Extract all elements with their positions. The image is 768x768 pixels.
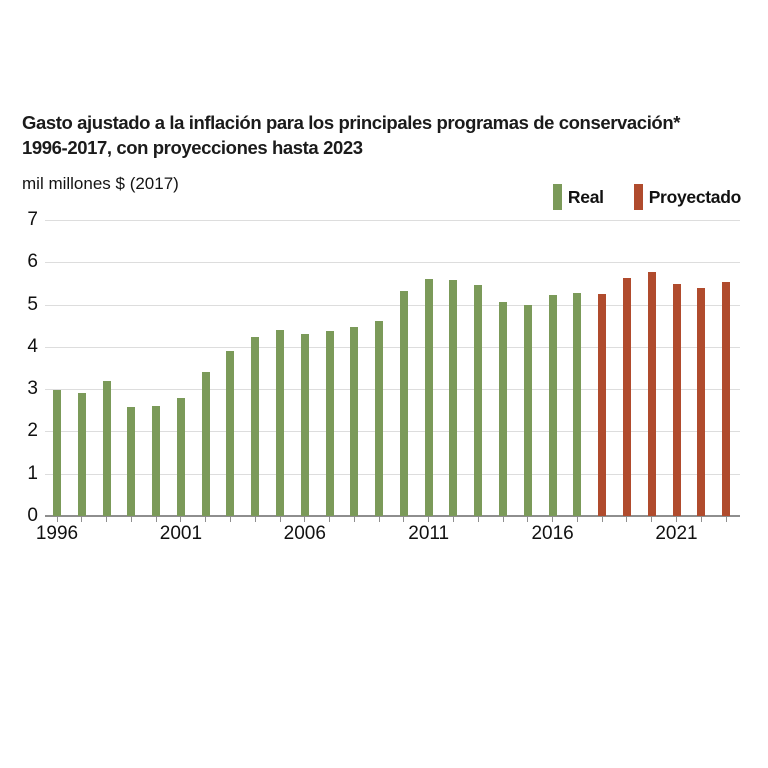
x-axis-tick xyxy=(378,516,380,522)
x-axis-line xyxy=(45,515,740,517)
x-axis-tick xyxy=(229,516,231,522)
bar-2000 xyxy=(152,406,161,516)
legend-item-proyectado: Proyectado xyxy=(633,184,742,210)
x-axis-tick xyxy=(81,516,83,522)
x-axis-tick xyxy=(477,516,479,522)
x-tick-label: 2006 xyxy=(283,523,326,544)
bar-2007 xyxy=(325,331,334,516)
x-axis-tick xyxy=(576,516,578,522)
x-tick-label: 2021 xyxy=(655,523,698,544)
bar-2003 xyxy=(226,351,235,516)
x-tick-label: 2011 xyxy=(408,523,450,544)
bar-1996 xyxy=(53,390,61,516)
x-axis-tick xyxy=(254,516,256,522)
bar-2018 xyxy=(598,294,607,516)
x-axis-tick xyxy=(552,516,554,522)
x-axis-tick xyxy=(626,516,628,522)
legend: Real Proyectado xyxy=(552,184,742,210)
bar-2017 xyxy=(573,293,582,516)
y-tick-label: 0 xyxy=(27,505,38,526)
x-axis-tick xyxy=(155,516,157,522)
x-axis-tick xyxy=(403,516,405,522)
x-axis-tick xyxy=(651,516,653,522)
y-tick-label: 4 xyxy=(27,335,38,357)
gridline xyxy=(45,262,740,264)
bar-2005 xyxy=(276,329,285,516)
gridline xyxy=(45,473,740,475)
bar-2004 xyxy=(251,337,260,516)
x-axis-tick xyxy=(279,516,281,522)
bar-2015 xyxy=(523,304,532,516)
bar-2016 xyxy=(548,294,557,516)
x-axis-tick xyxy=(725,516,727,522)
y-tick-label: 5 xyxy=(27,293,38,315)
legend-label-real: Real xyxy=(567,186,604,207)
y-tick-label: 7 xyxy=(27,209,38,230)
legend-item-real: Real xyxy=(552,184,604,210)
gridline xyxy=(45,346,740,348)
y-tick-label: 6 xyxy=(27,251,38,273)
legend-swatch-proyectado xyxy=(633,184,643,210)
bar-2002 xyxy=(201,372,210,516)
bar-2022 xyxy=(697,288,706,516)
x-axis-tick xyxy=(502,516,504,522)
legend-swatch-real xyxy=(552,184,562,210)
bar-1997 xyxy=(77,392,86,516)
x-axis-tick xyxy=(205,516,207,522)
x-tick-label: 2001 xyxy=(159,523,203,544)
bar-2019 xyxy=(622,277,631,516)
x-axis-tick xyxy=(601,516,603,522)
y-tick-label: 3 xyxy=(27,378,38,400)
x-axis-tick xyxy=(130,516,132,522)
gridline xyxy=(45,304,740,306)
x-axis-tick xyxy=(353,516,355,522)
bar-2012 xyxy=(449,280,458,516)
x-axis-tick xyxy=(106,516,108,522)
gridline xyxy=(45,220,740,221)
y-axis-unit-label: mil millones $ (2017) xyxy=(22,174,179,193)
bar-1998 xyxy=(102,380,111,516)
bar-2021 xyxy=(672,283,681,516)
bar-1999 xyxy=(127,406,136,516)
x-axis-tick xyxy=(329,516,331,522)
gridline xyxy=(45,431,740,433)
bar-2010 xyxy=(399,291,408,516)
bar-2008 xyxy=(350,326,359,516)
x-axis-tick xyxy=(676,516,677,522)
bar-2014 xyxy=(499,301,508,516)
bar-2023 xyxy=(722,281,731,516)
bar-2020 xyxy=(647,271,656,516)
bar-2006 xyxy=(300,334,309,516)
x-axis-tick xyxy=(700,516,702,522)
bar-2001 xyxy=(176,398,185,516)
x-tick-label: 2016 xyxy=(531,523,574,544)
y-tick-label: 2 xyxy=(27,420,38,442)
bar-2011 xyxy=(424,279,433,516)
chart-title-line1: Gasto ajustado a la inflación para los p… xyxy=(22,112,681,133)
bar-2009 xyxy=(375,321,384,516)
x-tick-label: 1996 xyxy=(35,523,79,544)
chart-title-line2: 1996-2017, con proyecciones hasta 2023 xyxy=(22,137,363,158)
x-axis-tick xyxy=(56,516,58,522)
x-axis-tick xyxy=(452,516,454,522)
legend-label-proyectado: Proyectado xyxy=(648,186,742,207)
x-axis-tick xyxy=(527,516,529,522)
y-tick-label: 1 xyxy=(27,462,38,484)
x-axis-tick xyxy=(180,516,182,522)
gridline xyxy=(45,389,740,391)
x-axis-tick xyxy=(304,516,306,522)
bar-2013 xyxy=(474,284,483,516)
x-axis-tick xyxy=(428,516,430,522)
